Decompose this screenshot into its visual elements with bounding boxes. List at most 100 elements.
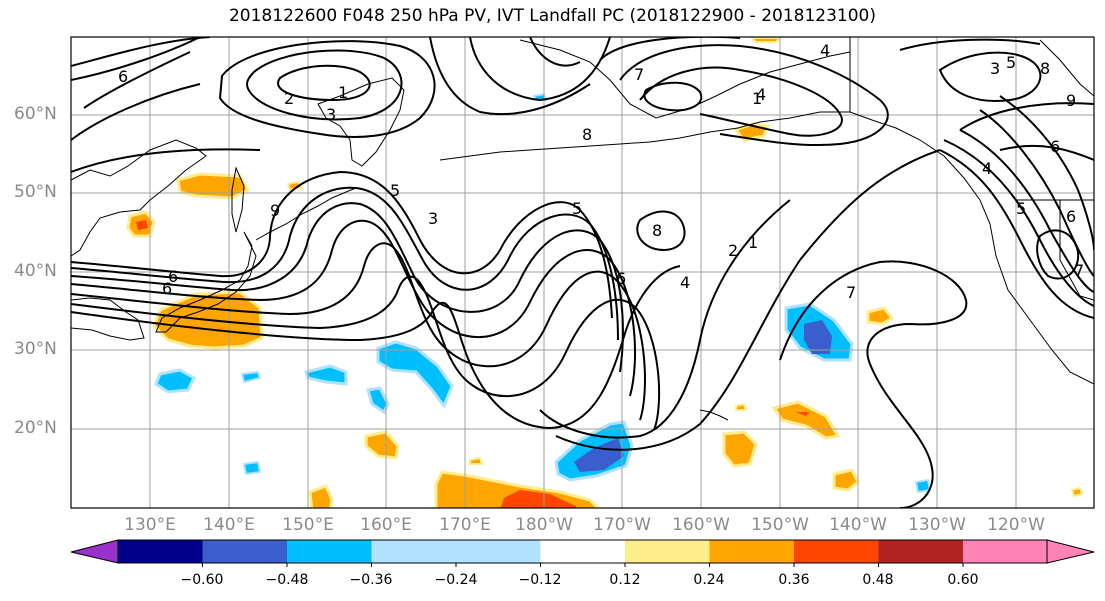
shade-positive	[469, 456, 484, 465]
colorbar-tick-label: 0.36	[778, 572, 810, 588]
contour-label: 2	[284, 89, 294, 108]
contour-label: 3	[428, 209, 438, 228]
contour-label: 5	[1016, 199, 1026, 218]
contour-label: 8	[1040, 59, 1050, 78]
colorbar-tick-label: 0.12	[609, 572, 641, 588]
contour-trough-4	[71, 275, 661, 431]
lon-label-150w: 150°W	[751, 515, 809, 535]
contour-trough-6	[71, 219, 637, 397]
contour-north-4	[71, 37, 211, 67]
shade-positive	[1070, 486, 1084, 498]
colorbar-tick-label: −0.60	[180, 572, 224, 588]
lat-label-40n: 40°N	[14, 261, 57, 281]
contour-label: 3	[990, 59, 1000, 78]
shade-negative	[914, 478, 932, 494]
contour-trough-3	[71, 265, 681, 430]
contour-east-jet-4	[979, 109, 1094, 277]
map-frame	[70, 36, 1095, 509]
contour-north-6	[83, 51, 191, 109]
contour-labels: 6 2 1 3 7 8 4 5 6 9 1 2 1 8 6 4 5 6 7 4 …	[118, 41, 1084, 302]
shade-negative	[304, 364, 348, 386]
shade-negative	[242, 460, 262, 476]
lat-label-60n: 60°N	[14, 104, 57, 124]
border-inland	[1039, 39, 1094, 97]
contour-label: 5	[572, 199, 582, 218]
contour-label: 6	[1050, 137, 1060, 156]
contour-label: 4	[982, 159, 992, 178]
contour-trough-5	[71, 242, 646, 421]
colorbar-tick-label: −0.24	[434, 572, 478, 588]
contour-label: 7	[1074, 261, 1084, 280]
shade-positive	[735, 402, 748, 411]
colorbar-arrow-low	[70, 539, 119, 564]
contour-label: 4	[680, 273, 690, 292]
coastline-hawaii	[699, 409, 729, 421]
colorbar-segment	[202, 540, 287, 563]
pv-contours	[71, 37, 1094, 508]
colorbar-segment	[371, 540, 456, 563]
colorbar-segment	[963, 540, 1047, 563]
contour-ridge-3	[529, 37, 581, 67]
shade-negative	[240, 370, 262, 384]
contour-north-8	[71, 148, 261, 173]
contour-label: 6	[168, 267, 178, 286]
contour-label: 8	[652, 221, 662, 240]
contour-ridge-east-2	[619, 44, 889, 147]
coastline-korea-china	[71, 297, 145, 341]
contour-east-jet-3	[959, 129, 1094, 293]
coastline-kamchatka	[317, 77, 405, 167]
lon-label-140e: 140°E	[203, 515, 255, 535]
contour-label: 7	[634, 65, 644, 84]
contour-label: 1	[752, 89, 762, 108]
shade-positive	[796, 412, 810, 416]
gridlines	[71, 37, 1094, 508]
colorbar-tick-label: −0.48	[265, 572, 309, 588]
contour-trough-8	[71, 186, 619, 341]
colorbar-segment	[287, 540, 372, 563]
contour-2	[246, 49, 403, 121]
contour-east-jet-2	[943, 139, 1094, 307]
shade-negative	[574, 438, 624, 472]
contour-label: 1	[748, 233, 758, 252]
contour-label: 7	[846, 283, 856, 302]
lon-label-170e: 170°E	[439, 515, 491, 535]
shade-negative	[366, 386, 390, 415]
contour-label: 4	[756, 85, 766, 104]
colorbar-tick-label: −0.12	[518, 572, 562, 588]
colorbar-segment	[794, 540, 879, 563]
lon-label-160e: 160°E	[360, 515, 412, 535]
contour-label: 9	[270, 201, 280, 220]
contour-ridge-2	[469, 37, 611, 102]
contour-7-oval	[643, 81, 703, 112]
colorbar-segment	[456, 540, 541, 563]
contour-label: 4	[820, 41, 830, 60]
contour-ne-3	[959, 102, 1094, 131]
contour-label: 6	[1066, 207, 1076, 226]
colorbar-segment	[118, 540, 203, 563]
contour-label: 1	[338, 83, 348, 102]
colorbar-tick-label: 0.24	[693, 572, 725, 588]
contour-ridge-east-3	[599, 37, 741, 61]
colorbar-segment	[540, 540, 625, 563]
shade-positive	[866, 306, 895, 326]
contour-8-small	[636, 210, 686, 251]
colorbar	[70, 539, 1095, 567]
shade-positive	[722, 430, 758, 468]
shade-positive	[771, 400, 841, 440]
colorbar-segment	[625, 540, 710, 563]
contour-label: 8	[582, 125, 592, 144]
lat-label-50n: 50°N	[14, 182, 57, 202]
coastline-alaska-west	[519, 39, 851, 119]
contour-label: 2	[728, 241, 738, 260]
shade-positive	[176, 172, 251, 200]
shade-positive	[500, 490, 576, 508]
coastline-aleutians	[439, 127, 739, 161]
contour-ne-2	[899, 38, 1041, 51]
contour-trough-1	[555, 149, 941, 451]
contour-trough-7	[71, 202, 624, 373]
shade-positive	[749, 37, 783, 43]
lon-label-140w: 140°W	[829, 515, 887, 535]
contour-label: 6	[162, 279, 172, 298]
map-title: 2018122600 F048 250 hPa PV, IVT Landfall…	[228, 6, 876, 26]
colorbar-tick-label: 0.48	[862, 572, 894, 588]
